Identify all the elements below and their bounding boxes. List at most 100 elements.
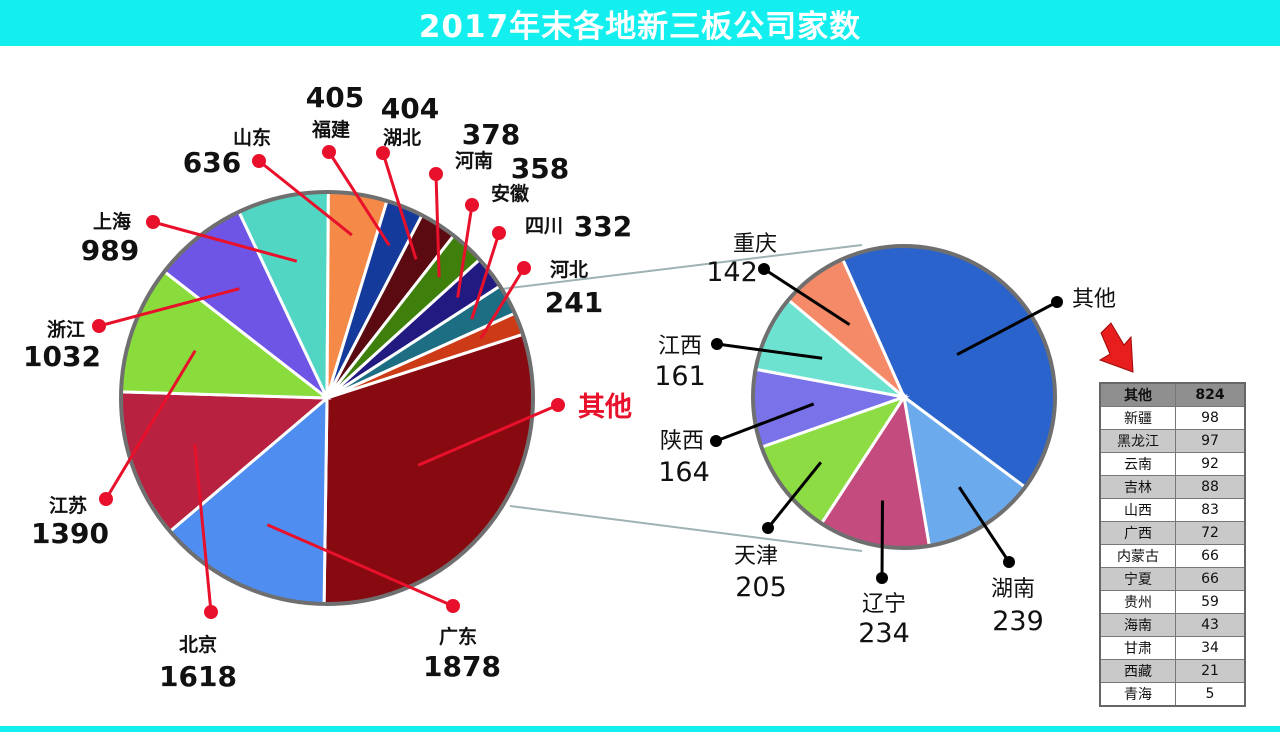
- label-main-3: 江苏: [49, 494, 87, 517]
- table-row: 吉林 88: [1099, 475, 1246, 499]
- value-main-3: 1390: [31, 517, 109, 550]
- label-sub-0: 其他: [1072, 287, 1116, 312]
- count-cell: 97: [1174, 429, 1246, 453]
- label-main-6: 山东: [233, 126, 271, 149]
- value-sub-5: 161: [654, 361, 706, 392]
- label-main-0: 其他: [578, 392, 632, 423]
- label-sub-1: 湖南: [991, 577, 1035, 602]
- leader-dot-main-2: [204, 605, 218, 619]
- table-row: 西藏 21: [1099, 659, 1246, 683]
- table-row: 山西 83: [1099, 498, 1246, 522]
- count-cell: 824: [1174, 382, 1246, 407]
- table-row: 甘肃 34: [1099, 636, 1246, 660]
- leader-line-main-11: [470, 232, 501, 320]
- leader-line-main-8: [381, 152, 418, 260]
- label-main-12: 河北: [550, 259, 588, 281]
- label-main-10: 安徽: [491, 182, 530, 205]
- table-row: 宁夏 66: [1099, 567, 1246, 591]
- value-sub-2: 234: [858, 618, 910, 649]
- province-cell: 广西: [1099, 521, 1176, 545]
- value-main-8: 404: [381, 92, 439, 125]
- province-cell: 山西: [1099, 498, 1176, 522]
- leader-line-main-4: [98, 287, 240, 328]
- table-row: 新疆 98: [1099, 406, 1246, 430]
- table-row: 内蒙古 66: [1099, 544, 1246, 568]
- count-cell: 98: [1174, 406, 1246, 430]
- count-cell: 21: [1174, 659, 1246, 683]
- leader-dot-main-10: [465, 198, 479, 212]
- table-row: 云南 92: [1099, 452, 1246, 476]
- leader-dot-main-0: [551, 398, 565, 412]
- leader-line-sub-4: [715, 402, 815, 443]
- leader-line-sub-6: [763, 267, 851, 326]
- value-main-9: 378: [462, 118, 520, 151]
- count-cell: 88: [1174, 475, 1246, 499]
- count-cell: 59: [1174, 590, 1246, 614]
- leader-dot-main-12: [517, 261, 531, 275]
- chart-title: 2017年末各地新三板公司家数: [418, 8, 862, 45]
- leader-line-main-12: [479, 267, 526, 340]
- province-cell: 内蒙古: [1099, 544, 1176, 568]
- count-cell: 43: [1174, 613, 1246, 637]
- leader-dot-main-6: [252, 154, 266, 168]
- label-main-11: 四川: [525, 215, 563, 237]
- value-main-1: 1878: [423, 650, 501, 683]
- count-cell: 5: [1174, 682, 1246, 707]
- main-pie-rim: [119, 190, 535, 606]
- value-main-12: 241: [545, 286, 603, 319]
- table-header-row: 其他 824: [1099, 382, 1246, 407]
- leader-dot-main-9: [429, 167, 443, 181]
- count-cell: 72: [1174, 521, 1246, 545]
- leader-line-main-5: [152, 220, 298, 263]
- value-sub-1: 239: [992, 606, 1044, 637]
- leader-line-main-2: [193, 444, 213, 613]
- leader-line-main-0: [417, 403, 559, 467]
- leader-dot-main-4: [92, 319, 106, 333]
- leader-line-sub-1: [957, 486, 1011, 563]
- value-main-7: 405: [306, 81, 364, 114]
- leader-dot-sub-2: [876, 572, 888, 584]
- leader-dot-sub-4: [710, 435, 722, 447]
- province-cell: 云南: [1099, 452, 1176, 476]
- count-cell: 66: [1174, 567, 1246, 591]
- leader-dot-main-3: [99, 492, 113, 506]
- count-cell: 83: [1174, 498, 1246, 522]
- other-breakdown-table: 其他 824 新疆 98 黑龙江 97 云南 92 吉林 88 山西 83 广西 72 内蒙古 66 宁夏 66 贵…: [1099, 382, 1246, 707]
- label-main-2: 北京: [179, 633, 217, 656]
- leader-line-main-7: [327, 151, 391, 247]
- bottom-banner: [0, 726, 1280, 732]
- leader-dot-main-11: [492, 226, 506, 240]
- province-cell: 海南: [1099, 613, 1176, 637]
- province-cell: 新疆: [1099, 406, 1176, 430]
- leader-dot-main-1: [446, 599, 460, 613]
- province-cell: 宁夏: [1099, 567, 1176, 591]
- label-main-7: 福建: [311, 118, 350, 141]
- table-row: 贵州 59: [1099, 590, 1246, 614]
- leader-dot-sub-3: [762, 522, 774, 534]
- arrow-down-icon: [1098, 322, 1134, 373]
- leader-dot-sub-6: [758, 263, 770, 275]
- table-row: 黑龙江 97: [1099, 429, 1246, 453]
- count-cell: 34: [1174, 636, 1246, 660]
- value-main-5: 989: [81, 234, 139, 267]
- leader-dot-main-8: [376, 146, 390, 160]
- leader-line-sub-0: [956, 300, 1058, 356]
- leader-line-main-3: [104, 349, 197, 500]
- label-sub-2: 辽宁: [862, 592, 906, 617]
- value-main-6: 636: [183, 146, 241, 179]
- leader-dot-main-7: [322, 145, 336, 159]
- label-sub-3: 天津: [734, 544, 778, 569]
- label-main-1: 广东: [439, 625, 477, 648]
- value-main-10: 358: [511, 152, 569, 185]
- table-row: 广西 72: [1099, 521, 1246, 545]
- count-cell: 66: [1174, 544, 1246, 568]
- title-banner: 2017年末各地新三板公司家数: [0, 0, 1280, 46]
- label-sub-5: 江西: [658, 334, 702, 359]
- zoom-connector-top: [501, 244, 863, 290]
- label-main-8: 湖北: [383, 127, 421, 149]
- leader-line-main-9: [434, 173, 441, 278]
- table-row: 海南 43: [1099, 613, 1246, 637]
- value-main-2: 1618: [159, 660, 237, 693]
- value-sub-4: 164: [658, 457, 710, 488]
